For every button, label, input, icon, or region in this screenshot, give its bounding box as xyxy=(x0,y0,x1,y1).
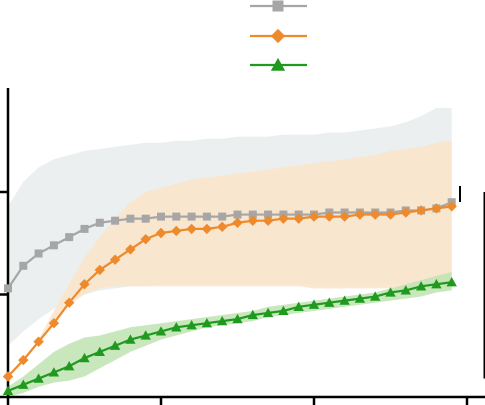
point-orange-11 xyxy=(171,225,182,237)
point-orange-18 xyxy=(278,213,289,224)
point-orange-28 xyxy=(431,203,442,214)
axes xyxy=(0,88,485,405)
point-gray-10 xyxy=(157,212,165,221)
point-orange-20 xyxy=(308,211,320,222)
point-orange-3 xyxy=(48,318,60,329)
point-green-10 xyxy=(155,326,167,336)
point-green-12 xyxy=(186,320,197,330)
significance-bracket xyxy=(459,186,485,379)
point-orange-22 xyxy=(339,211,350,222)
point-gray-8 xyxy=(126,214,135,223)
point-green-24 xyxy=(370,291,381,301)
point-gray-0 xyxy=(4,284,12,293)
point-orange-12 xyxy=(186,223,197,235)
point-green-6 xyxy=(94,346,105,357)
point-gray-16 xyxy=(248,210,257,219)
point-green-14 xyxy=(217,315,228,326)
point-orange-9 xyxy=(140,233,151,245)
point-green-29 xyxy=(446,277,457,287)
point-green-20 xyxy=(308,299,320,309)
legend-marker-orange xyxy=(270,28,286,44)
point-orange-27 xyxy=(415,205,427,216)
point-green-0 xyxy=(2,385,14,396)
point-gray-17 xyxy=(264,210,273,219)
point-orange-10 xyxy=(155,227,167,239)
point-gray-14 xyxy=(218,212,227,221)
point-green-17 xyxy=(262,307,274,318)
point-orange-6 xyxy=(94,264,105,276)
point-orange-0 xyxy=(2,371,14,382)
point-orange-26 xyxy=(400,207,411,218)
point-green-27 xyxy=(415,281,427,291)
point-orange-16 xyxy=(247,215,258,226)
point-orange-24 xyxy=(370,209,381,220)
point-gray-12 xyxy=(187,212,196,221)
point-green-23 xyxy=(354,293,366,303)
point-orange-15 xyxy=(232,217,243,228)
point-green-4 xyxy=(64,361,75,371)
confidence-bands xyxy=(8,107,452,397)
band-orange-series xyxy=(8,140,452,377)
point-green-9 xyxy=(140,330,151,340)
point-orange-23 xyxy=(354,209,366,220)
point-orange-7 xyxy=(109,254,121,265)
point-green-5 xyxy=(79,352,90,363)
point-green-28 xyxy=(431,279,442,289)
point-orange-25 xyxy=(385,209,396,220)
point-gray-7 xyxy=(111,216,120,225)
point-gray-9 xyxy=(141,214,150,223)
point-green-16 xyxy=(247,309,258,320)
point-green-8 xyxy=(125,334,136,344)
point-green-18 xyxy=(278,305,289,316)
point-green-26 xyxy=(400,285,411,295)
point-orange-21 xyxy=(324,211,335,222)
point-gray-3 xyxy=(49,241,58,250)
point-green-11 xyxy=(171,322,182,332)
point-orange-19 xyxy=(293,213,304,224)
legend-marker-green xyxy=(270,57,286,71)
point-green-15 xyxy=(232,313,243,324)
point-gray-2 xyxy=(34,249,43,258)
point-green-13 xyxy=(201,318,213,328)
legend xyxy=(250,0,307,71)
point-green-1 xyxy=(18,379,29,389)
point-orange-17 xyxy=(262,215,274,226)
point-orange-1 xyxy=(18,354,29,366)
point-green-2 xyxy=(33,373,44,383)
point-gray-5 xyxy=(80,224,89,233)
point-orange-4 xyxy=(64,297,75,308)
point-gray-4 xyxy=(65,233,74,242)
point-orange-8 xyxy=(125,244,136,255)
point-gray-1 xyxy=(19,261,28,270)
point-green-25 xyxy=(385,287,396,297)
point-green-7 xyxy=(109,340,121,350)
legend-marker-gray xyxy=(272,0,284,12)
series-markers xyxy=(2,198,457,396)
point-orange-14 xyxy=(217,221,228,233)
point-gray-11 xyxy=(172,212,181,221)
point-green-19 xyxy=(293,301,304,311)
point-green-21 xyxy=(324,297,335,307)
point-green-3 xyxy=(48,367,60,377)
point-gray-13 xyxy=(202,212,211,221)
point-gray-6 xyxy=(95,218,104,227)
point-gray-15 xyxy=(233,210,242,219)
point-orange-29 xyxy=(446,201,457,212)
point-orange-13 xyxy=(201,223,213,235)
point-green-22 xyxy=(339,295,350,305)
point-orange-5 xyxy=(79,279,90,290)
point-orange-2 xyxy=(33,336,44,347)
